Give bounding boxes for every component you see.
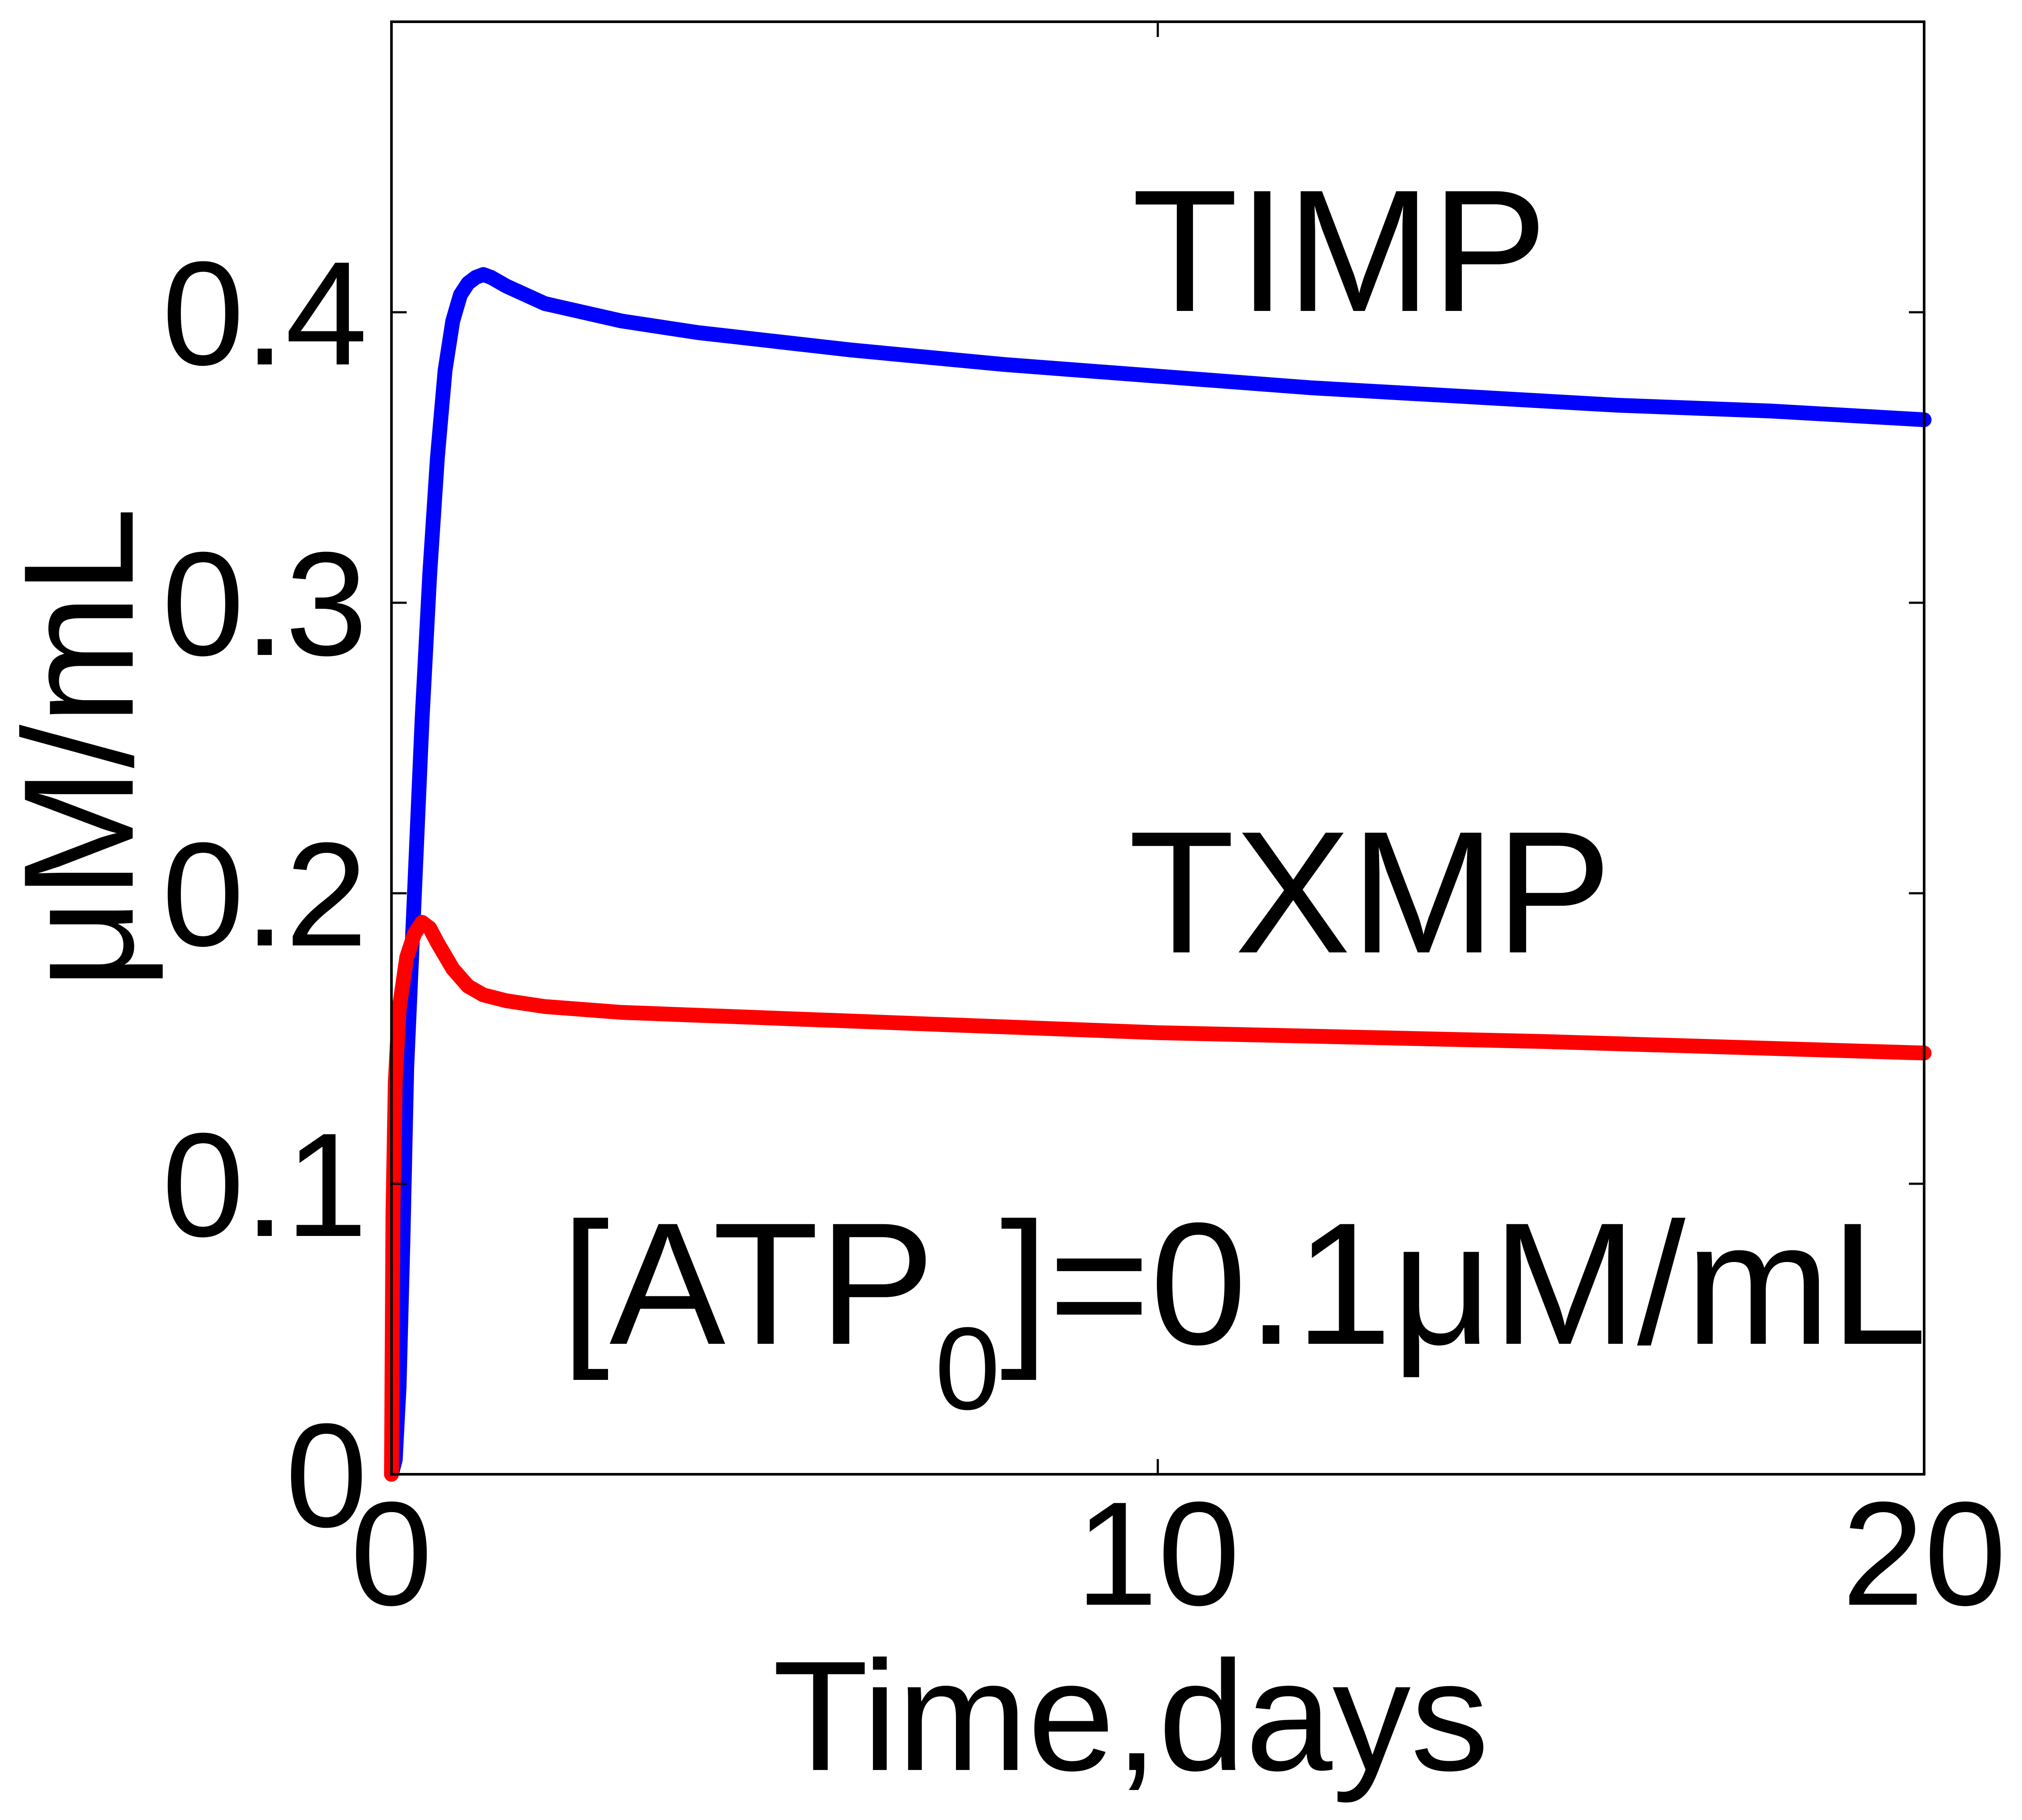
y-tick-label: 0 xyxy=(285,1393,368,1558)
series-layer xyxy=(384,267,1932,1482)
annotation-txmp: TXMP xyxy=(1128,795,1611,989)
annotation-atp: [ATP0]=0.1μM/mL xyxy=(561,1186,1927,1434)
annotation-atp-close: ]=0.1μM/mL xyxy=(1000,1186,1927,1382)
plot-background xyxy=(391,22,1924,1474)
annotation-atp-open: [ATP xyxy=(561,1186,935,1382)
y-axis-label: μM/mL xyxy=(0,507,166,988)
ticks-layer: 0 10 20 0 0.1 0.2 0.3 0.4 xyxy=(162,22,2006,1636)
annotation-atp-subscript: 0 xyxy=(935,1303,1000,1434)
x-axis-label: Time,days xyxy=(772,1629,1489,1804)
annotation-timp: TIMP xyxy=(1132,154,1547,348)
y-tick-label: 0.1 xyxy=(162,1102,368,1268)
plot-frame xyxy=(390,20,1925,1476)
x-tick-label: 20 xyxy=(1842,1471,2006,1636)
series-line-2 xyxy=(384,915,1932,1482)
y-tick-label: 0.4 xyxy=(162,231,368,396)
y-tick-label: 0.2 xyxy=(162,812,368,977)
y-tick-label: 0.3 xyxy=(162,521,368,687)
x-tick-label: 0 xyxy=(350,1471,432,1636)
x-tick-label: 10 xyxy=(1076,1471,1240,1636)
